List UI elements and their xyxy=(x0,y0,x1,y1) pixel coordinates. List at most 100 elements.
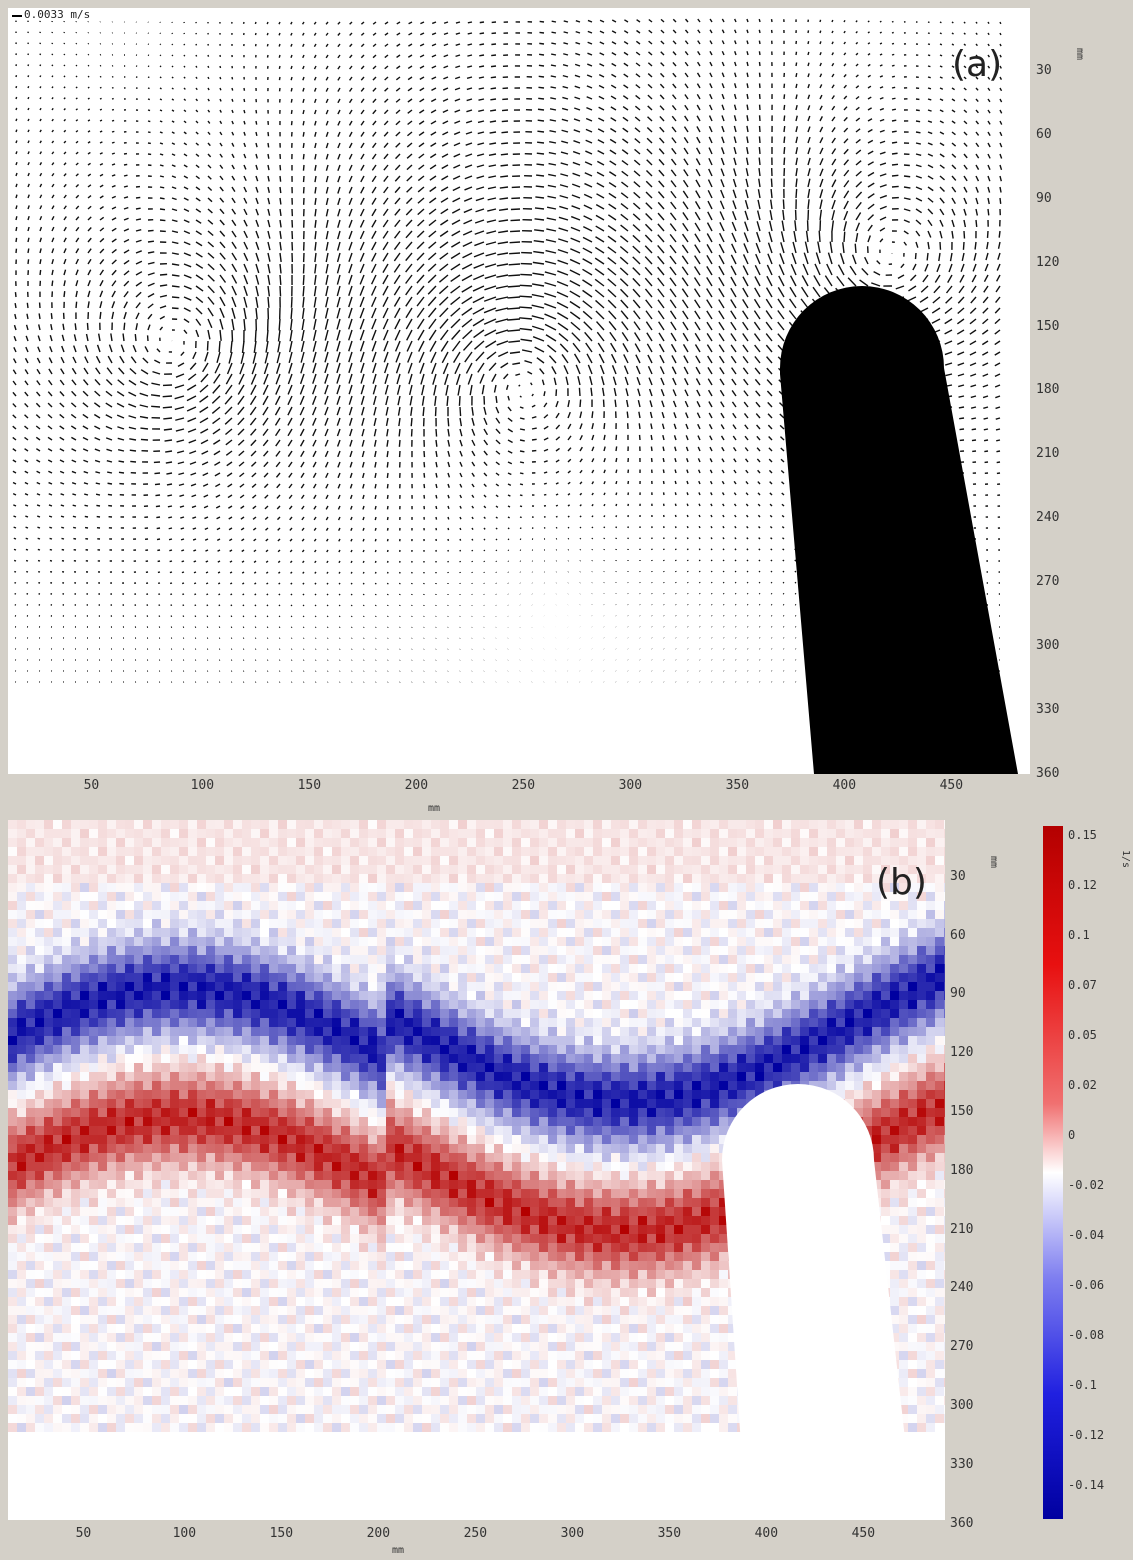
vector-arrow xyxy=(24,380,29,386)
vector-arrow xyxy=(325,76,329,81)
vector-arrow xyxy=(603,481,606,485)
vector-arrow xyxy=(87,42,90,45)
vector-arrow xyxy=(721,492,725,496)
vector-arrow xyxy=(349,21,353,25)
vector-arrow xyxy=(86,322,89,331)
vector-arrow xyxy=(348,307,353,319)
vector-field-svg xyxy=(12,15,1018,774)
vector-arrow xyxy=(59,413,65,419)
vector-arrow xyxy=(117,449,125,452)
vector-arrow xyxy=(183,318,190,324)
vector-arrow xyxy=(461,318,473,328)
vector-arrow xyxy=(241,538,245,542)
vector-arrow xyxy=(684,115,689,122)
vector-arrow xyxy=(105,402,113,408)
vector-arrow xyxy=(819,62,822,67)
vector-arrow xyxy=(287,406,293,416)
vector-arrow xyxy=(695,147,701,155)
vector-arrow xyxy=(338,560,341,564)
vector-arrow xyxy=(746,72,749,78)
vector-arrow xyxy=(326,582,329,585)
vector-arrow xyxy=(684,51,689,56)
vector-arrow xyxy=(202,472,209,477)
vector-arrow xyxy=(451,241,461,248)
vector-arrow xyxy=(721,446,725,452)
vector-arrow xyxy=(507,329,521,332)
vector-arrow xyxy=(359,219,365,228)
vector-arrow xyxy=(484,274,497,280)
vector-arrow xyxy=(63,226,67,232)
vector-arrow xyxy=(253,571,257,574)
vector-arrow xyxy=(183,54,186,57)
vector-arrow xyxy=(99,119,103,122)
vector-arrow xyxy=(789,286,797,298)
vector-arrow xyxy=(495,329,509,335)
vector-arrow xyxy=(573,140,581,144)
vector-arrow xyxy=(645,299,653,309)
vector-arrow xyxy=(313,76,317,81)
vector-arrow xyxy=(195,153,200,157)
vector-arrow xyxy=(219,87,222,91)
vector-arrow xyxy=(231,285,237,296)
vector-arrow xyxy=(742,310,749,320)
vector-arrow xyxy=(207,307,214,317)
vector-arrow xyxy=(36,493,41,496)
vector-arrow xyxy=(734,29,737,34)
vector-arrow xyxy=(326,604,329,607)
vector-arrow xyxy=(371,186,377,194)
vector-arrow xyxy=(818,230,821,243)
vector-arrow xyxy=(746,93,749,100)
vector-arrow xyxy=(555,493,559,496)
vector-arrow xyxy=(758,61,761,67)
vector-arrow xyxy=(694,233,701,243)
vector-arrow xyxy=(312,450,317,458)
vector-arrow xyxy=(707,355,713,364)
vector-arrow xyxy=(744,199,749,210)
vector-arrow xyxy=(635,51,641,56)
vector-arrow xyxy=(94,448,101,452)
vector-arrow xyxy=(583,215,593,221)
vector-arrow xyxy=(349,472,353,479)
vector-arrow xyxy=(300,472,305,478)
vector-arrow xyxy=(207,131,211,136)
vector-arrow xyxy=(288,362,293,374)
vector-arrow xyxy=(99,301,103,309)
vector-arrow xyxy=(359,307,365,319)
vector-arrow xyxy=(648,29,653,34)
vector-arrow xyxy=(63,53,66,56)
vector-arrow xyxy=(242,593,245,596)
vector-arrow xyxy=(393,263,401,273)
vector-arrow xyxy=(240,351,245,364)
vector-arrow xyxy=(440,340,449,352)
vector-arrow xyxy=(337,120,341,126)
vector-arrow xyxy=(720,424,725,430)
vector-arrow xyxy=(276,494,281,499)
vector-arrow xyxy=(919,296,929,303)
vector-arrow xyxy=(512,362,521,365)
vector-arrow xyxy=(311,384,317,395)
vector-arrow xyxy=(591,503,594,507)
vector-arrow xyxy=(488,164,497,168)
vector-arrow xyxy=(660,40,665,45)
vector-arrow xyxy=(734,72,737,78)
vector-arrow xyxy=(939,54,943,57)
vector-arrow xyxy=(490,109,497,112)
vector-arrow xyxy=(615,457,618,463)
vector-arrow xyxy=(359,274,365,285)
vector-arrow xyxy=(393,274,401,285)
vector-arrow xyxy=(538,75,545,78)
vector-arrow xyxy=(123,206,129,210)
vector-arrow xyxy=(696,93,701,100)
vector-arrow xyxy=(212,384,221,394)
vector-arrow xyxy=(795,178,798,188)
vector-arrow xyxy=(807,157,811,166)
vector-arrow xyxy=(15,107,18,111)
vector-arrow xyxy=(584,161,593,166)
vector-arrow xyxy=(843,190,850,199)
vector-arrow xyxy=(442,362,449,375)
vector-arrow xyxy=(386,494,389,499)
vector-arrow xyxy=(648,377,653,386)
vector-arrow xyxy=(398,417,401,427)
vector-arrow xyxy=(156,538,161,541)
vector-arrow xyxy=(219,230,226,237)
